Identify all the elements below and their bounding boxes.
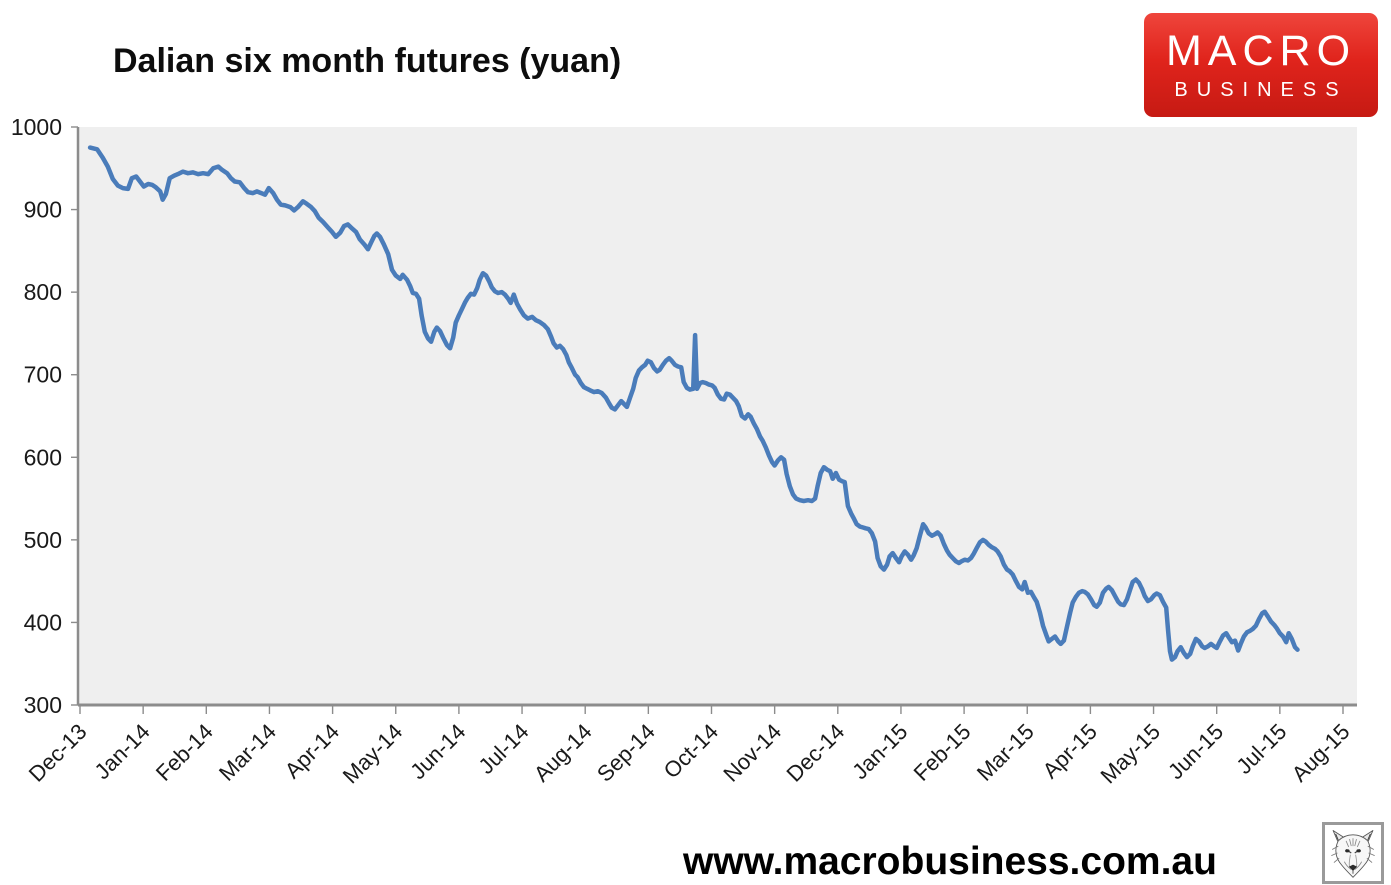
logo-text-business: BUSINESS: [1174, 79, 1348, 101]
x-tick-label: Aug-14: [529, 719, 597, 787]
website-text: www.macrobusiness.com.au: [683, 840, 1217, 883]
x-tick-label: Nov-14: [718, 719, 786, 787]
y-tick-label: 800: [24, 279, 62, 305]
x-tick-label: Jan-14: [89, 719, 154, 784]
y-tick-label: 300: [24, 692, 62, 718]
x-tick-label: Aug-15: [1287, 719, 1355, 787]
x-tick-label: Jan-15: [847, 719, 912, 784]
x-tick-label: Jul-15: [1231, 719, 1291, 779]
page-title: Dalian six month futures (yuan): [113, 42, 622, 80]
plot-area: [78, 127, 1357, 705]
x-tick-label: Apr-14: [280, 719, 344, 783]
fox-sketch-icon: [1331, 830, 1375, 878]
y-tick-label: 500: [24, 527, 62, 553]
y-tick-label: 400: [24, 609, 62, 635]
x-tick-label: Oct-14: [659, 719, 723, 783]
x-tick-label: May-15: [1096, 719, 1166, 789]
logo-text-macro: MACRO: [1165, 27, 1357, 75]
y-tick-label: 700: [24, 362, 62, 388]
x-tick-label: Jun-14: [405, 719, 470, 784]
x-tick-label: Dec-13: [24, 719, 92, 787]
x-tick-label: Jun-15: [1163, 719, 1228, 784]
x-tick-label: Mar-14: [214, 719, 281, 786]
x-tick-label: Feb-14: [151, 719, 218, 786]
macrobusiness-logo: MACRO BUSINESS: [1144, 13, 1378, 117]
x-tick-label: Apr-15: [1038, 719, 1102, 783]
y-tick-label: 600: [24, 444, 62, 470]
y-tick-label: 1000: [11, 114, 62, 140]
x-tick-label: Feb-15: [909, 719, 976, 786]
x-tick-label: Sep-14: [592, 719, 660, 787]
data-series-line: [87, 145, 1300, 662]
x-tick-label: May-14: [338, 719, 408, 789]
x-tick-label: Dec-14: [782, 719, 850, 787]
x-tick-label: Jul-14: [474, 719, 534, 779]
y-tick-label: 900: [24, 197, 62, 223]
x-tick-label: Mar-15: [972, 719, 1039, 786]
fox-logo: [1322, 822, 1384, 884]
